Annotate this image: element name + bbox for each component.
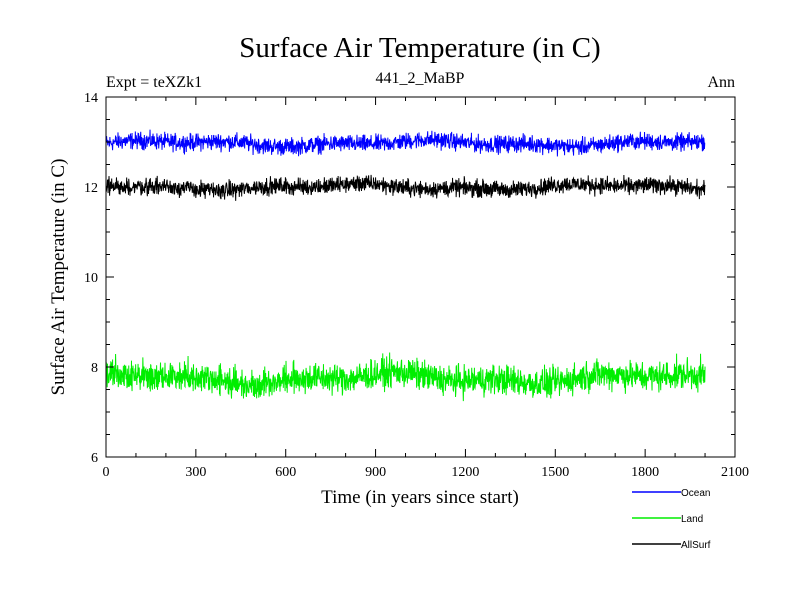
y-tick-label: 12	[84, 181, 98, 196]
series-layer	[105, 129, 706, 402]
chart-title: Surface Air Temperature (in C)	[239, 32, 600, 64]
y-tick-label: 10	[84, 271, 98, 286]
x-tick-label: 0	[103, 465, 110, 480]
x-axis-label: Time (in years since start)	[321, 487, 519, 508]
y-tick-label: 14	[84, 91, 98, 106]
series-line-allsurf	[105, 174, 706, 201]
x-tick-label: 2100	[721, 465, 749, 480]
legend-label-land: Land	[681, 514, 703, 525]
period-label: Ann	[707, 74, 735, 91]
x-tick-label: 1800	[631, 465, 659, 480]
x-tick-label: 900	[365, 465, 386, 480]
series-line-land	[105, 352, 706, 402]
x-tick-label: 600	[275, 465, 296, 480]
chart-subtitle: 441_2_MaBP	[376, 70, 465, 87]
y-tick-label: 6	[91, 451, 98, 466]
series-line-ocean	[105, 129, 706, 157]
legend: Ocean Land AllSurf	[632, 488, 711, 551]
experiment-label: Expt = teXZk1	[106, 74, 202, 91]
plot-frame	[105, 96, 736, 458]
y-tick-label: 8	[91, 361, 98, 376]
x-tick-label: 1500	[541, 465, 569, 480]
legend-label-allsurf: AllSurf	[681, 540, 711, 551]
x-tick-label: 1200	[451, 465, 479, 480]
y-axis-label: Surface Air Temperature (in C)	[48, 159, 69, 396]
tick-layer: 0 300 600 900 1200 1500 1800 2100 6 8 10 12 14	[84, 91, 749, 480]
x-tick-label: 300	[185, 465, 206, 480]
legend-label-ocean: Ocean	[681, 488, 710, 499]
